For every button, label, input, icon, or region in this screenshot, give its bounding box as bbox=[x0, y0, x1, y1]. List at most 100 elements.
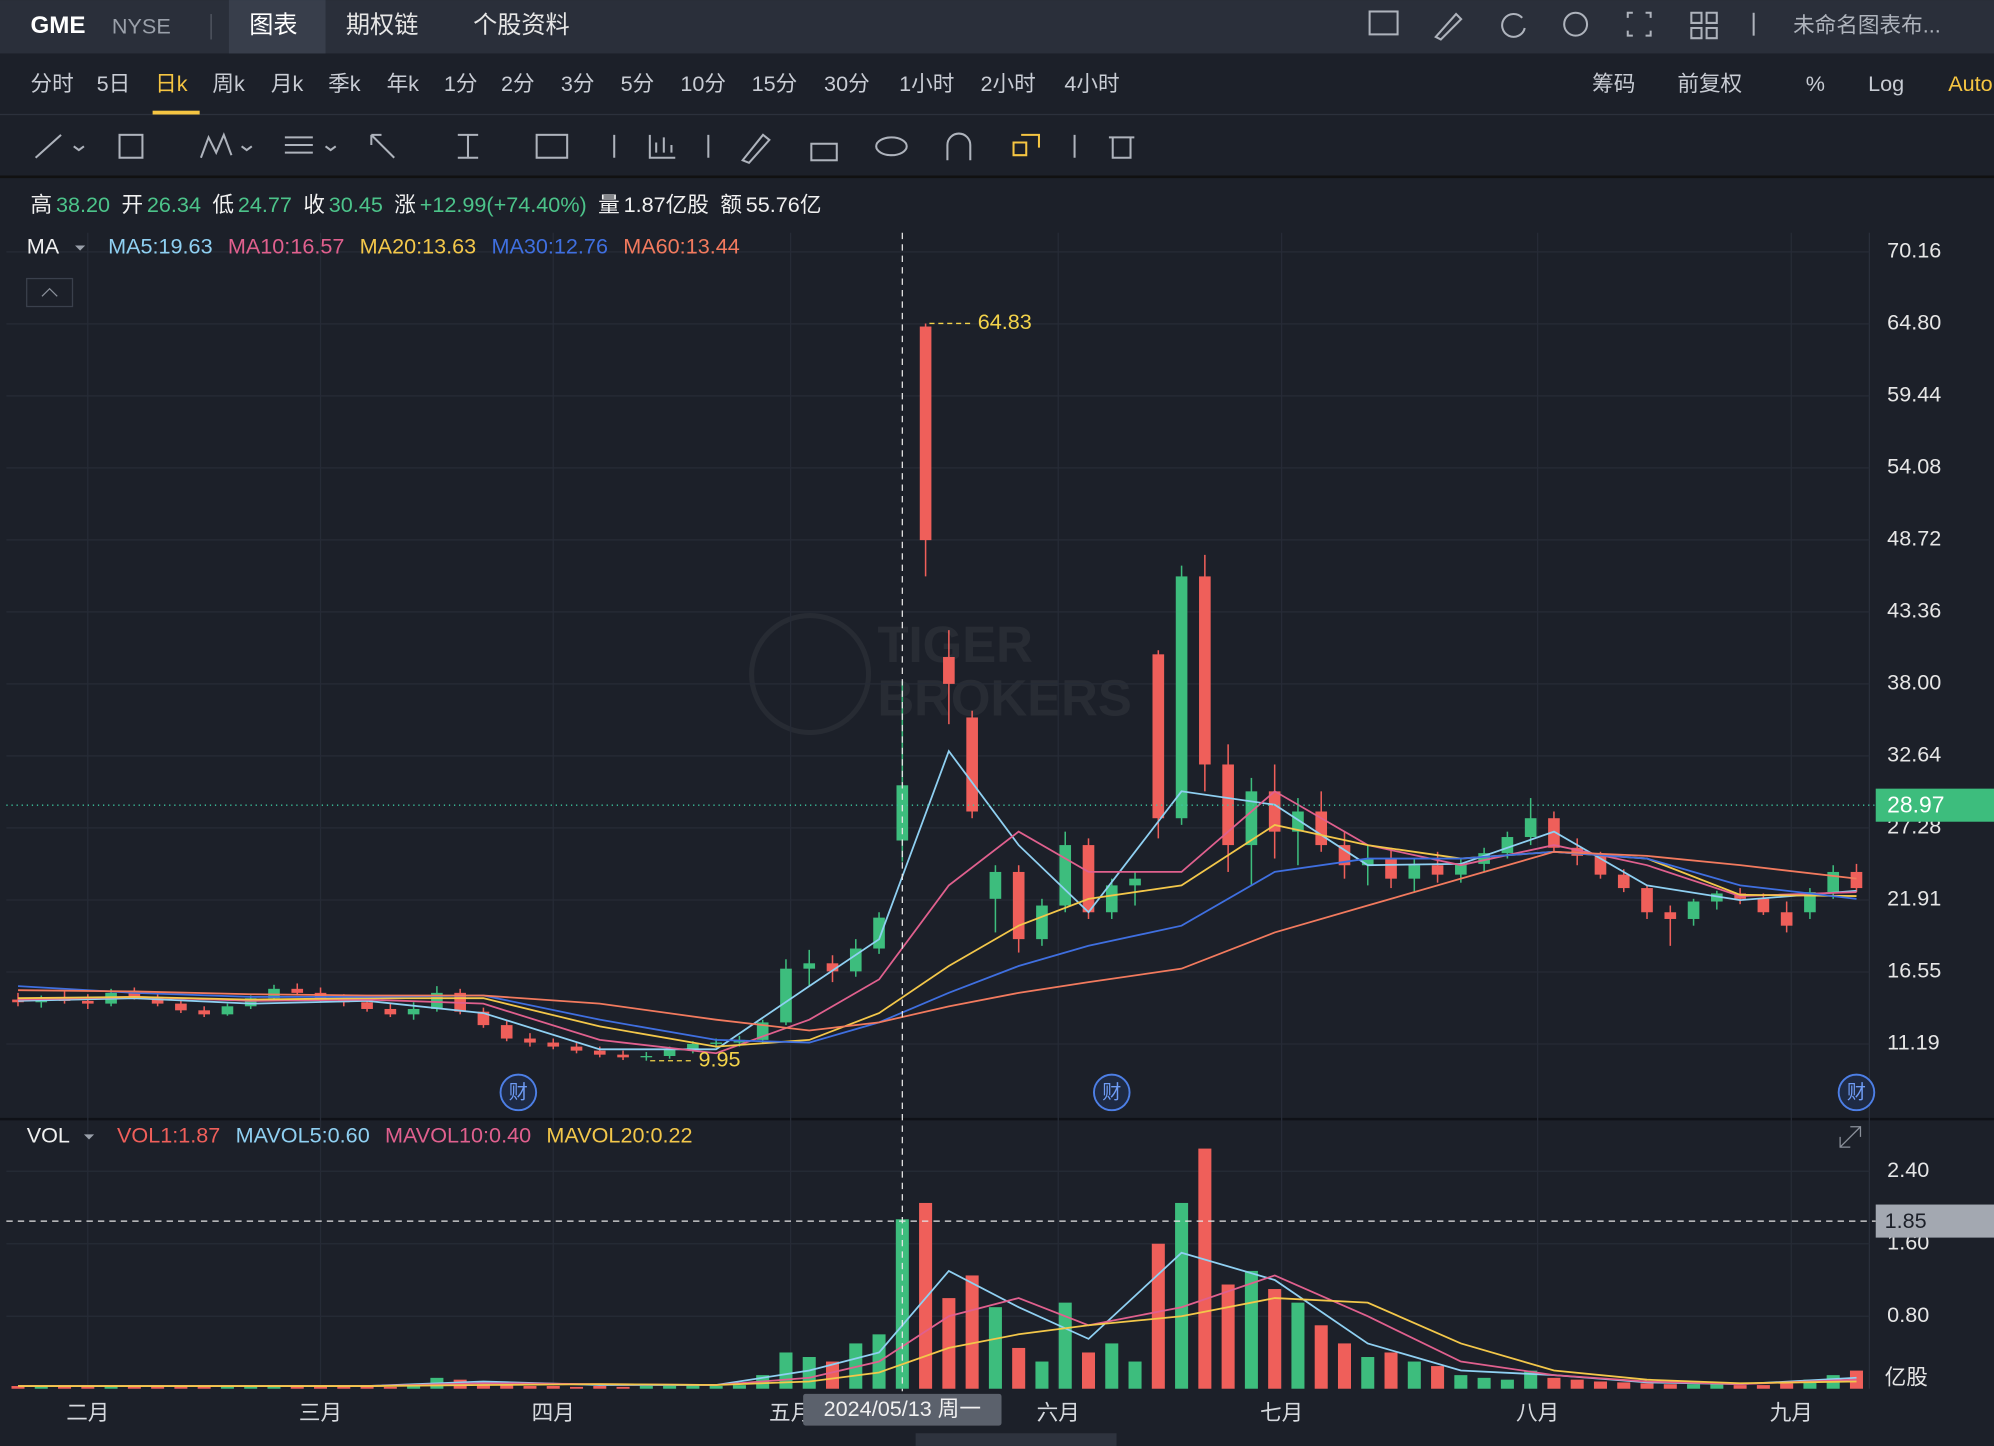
volume-bar bbox=[1756, 1385, 1770, 1389]
event-label: 财 bbox=[1847, 1082, 1866, 1104]
icon-layout[interactable] bbox=[1690, 11, 1718, 40]
candle-body bbox=[1664, 912, 1677, 919]
volume-bar bbox=[616, 1386, 630, 1389]
tab[interactable]: 期权链 bbox=[346, 12, 418, 39]
volume-bar bbox=[570, 1386, 584, 1389]
tool-link[interactable] bbox=[1012, 133, 1040, 157]
volume-bar bbox=[383, 1386, 397, 1389]
candle-body bbox=[1827, 871, 1840, 893]
event-marker[interactable] bbox=[1093, 1073, 1131, 1112]
period-tab[interactable]: 年k bbox=[387, 71, 420, 96]
layout-name[interactable]: 未命名图表布... bbox=[1793, 12, 1941, 37]
volume-bar bbox=[686, 1385, 700, 1389]
candle-body bbox=[524, 1038, 536, 1043]
period-tab[interactable]: 3分 bbox=[561, 71, 595, 96]
icon-chart[interactable] bbox=[1368, 10, 1399, 36]
tool-fib[interactable] bbox=[284, 136, 337, 154]
volume-bar bbox=[11, 1386, 25, 1389]
chart-option[interactable]: % bbox=[1806, 71, 1825, 96]
tool-indicator[interactable] bbox=[648, 134, 676, 159]
tool-magnet[interactable] bbox=[946, 132, 972, 161]
legend-entry: MA30:12.76 bbox=[491, 234, 608, 259]
y-tick-label: 64.80 bbox=[1887, 310, 1941, 335]
candle-body bbox=[1012, 871, 1025, 940]
period-tab[interactable]: 1分 bbox=[444, 71, 478, 96]
y-tick-label: 70.16 bbox=[1887, 238, 1941, 263]
collapse-icon bbox=[41, 287, 58, 297]
tool-pattern[interactable] bbox=[199, 132, 253, 159]
info-value: 26.34 bbox=[147, 192, 201, 217]
volume-bar bbox=[1733, 1385, 1747, 1389]
tool-rect[interactable] bbox=[118, 133, 144, 159]
candle-body bbox=[1757, 898, 1770, 913]
volume-bar bbox=[1477, 1377, 1491, 1389]
volume-bar bbox=[151, 1386, 165, 1389]
tab[interactable]: 图表 bbox=[249, 12, 297, 39]
event-marker[interactable] bbox=[499, 1073, 538, 1112]
top-icons bbox=[1368, 10, 1755, 41]
volume-bar bbox=[1268, 1289, 1282, 1389]
period-tab[interactable]: 2小时 bbox=[980, 71, 1035, 96]
tool-pen[interactable] bbox=[741, 133, 771, 165]
tool-delete[interactable] bbox=[1108, 136, 1135, 159]
tool-lock[interactable] bbox=[810, 142, 838, 162]
chart-option[interactable]: Auto bbox=[1948, 71, 1992, 96]
volume-bar bbox=[523, 1386, 537, 1389]
icon-refresh[interactable] bbox=[1501, 13, 1526, 38]
period-tab[interactable]: 日k bbox=[155, 71, 188, 96]
x-tick-label: 四月 bbox=[532, 1400, 575, 1425]
volume-bar bbox=[709, 1386, 723, 1389]
icon-edit[interactable] bbox=[1434, 12, 1463, 41]
period-tab[interactable]: 4小时 bbox=[1064, 71, 1119, 96]
tool-text[interactable] bbox=[535, 133, 569, 159]
legend-entry: MA20:13.63 bbox=[360, 234, 477, 259]
period-tab[interactable]: 1小时 bbox=[899, 71, 954, 96]
period-tab[interactable]: 季k bbox=[328, 71, 361, 96]
chart-option[interactable]: 筹码 bbox=[1592, 71, 1635, 96]
last-price-box bbox=[1875, 788, 1994, 822]
info-value: 24.77 bbox=[238, 192, 292, 217]
legend-entry: MAVOL5:0.60 bbox=[236, 1123, 370, 1148]
period-tab[interactable]: 周k bbox=[212, 71, 245, 96]
tab[interactable]: 个股资料 bbox=[473, 12, 570, 39]
volume-bar bbox=[127, 1386, 141, 1389]
period-tab[interactable]: 2分 bbox=[501, 71, 535, 96]
candle-body bbox=[361, 1002, 373, 1009]
volume-bar bbox=[244, 1386, 258, 1389]
period-tab[interactable]: 10分 bbox=[680, 71, 726, 96]
x-tick-label: 八月 bbox=[1516, 1400, 1559, 1425]
high-marker-label: 64.83 bbox=[978, 309, 1032, 334]
event-marker[interactable] bbox=[1837, 1073, 1876, 1112]
y-tick-label: 54.08 bbox=[1887, 454, 1941, 479]
info-value: 30.45 bbox=[329, 192, 383, 217]
period-tab[interactable]: 分时 bbox=[31, 71, 74, 96]
volume-bar bbox=[1687, 1384, 1701, 1389]
volume-bar bbox=[314, 1386, 328, 1389]
expand-icon[interactable] bbox=[1839, 1126, 1862, 1148]
icon-fullscreen[interactable] bbox=[1626, 11, 1652, 37]
tool-measure[interactable] bbox=[457, 133, 479, 159]
period-tab[interactable]: 5分 bbox=[621, 71, 655, 96]
volume-bar bbox=[1570, 1379, 1584, 1389]
volume-bar bbox=[1012, 1347, 1026, 1389]
scroll-handle[interactable] bbox=[915, 1433, 1117, 1446]
period-tab[interactable]: 15分 bbox=[752, 71, 798, 96]
icon-settings[interactable] bbox=[1563, 11, 1589, 37]
ma-line bbox=[18, 1297, 1857, 1387]
period-tab[interactable]: 5日 bbox=[97, 71, 131, 96]
tool-arrow[interactable] bbox=[370, 133, 395, 159]
candle-body bbox=[1478, 853, 1490, 864]
period-tab[interactable]: 30分 bbox=[824, 71, 870, 96]
candle-body bbox=[1431, 865, 1444, 875]
chart-option[interactable]: 前复权 bbox=[1677, 71, 1742, 96]
collapse-button[interactable] bbox=[26, 277, 74, 308]
volume-bar bbox=[1035, 1361, 1049, 1389]
legend-entry: MAVOL20:0.22 bbox=[546, 1123, 692, 1148]
exchange: NYSE bbox=[112, 14, 171, 39]
chart-option[interactable]: Log bbox=[1868, 71, 1904, 96]
y-tick-label: 11.19 bbox=[1887, 1030, 1939, 1055]
tool-line[interactable] bbox=[34, 134, 85, 159]
period-tab[interactable]: 月k bbox=[271, 71, 304, 96]
volume-bar bbox=[1547, 1377, 1561, 1389]
tool-eye[interactable] bbox=[875, 136, 908, 157]
